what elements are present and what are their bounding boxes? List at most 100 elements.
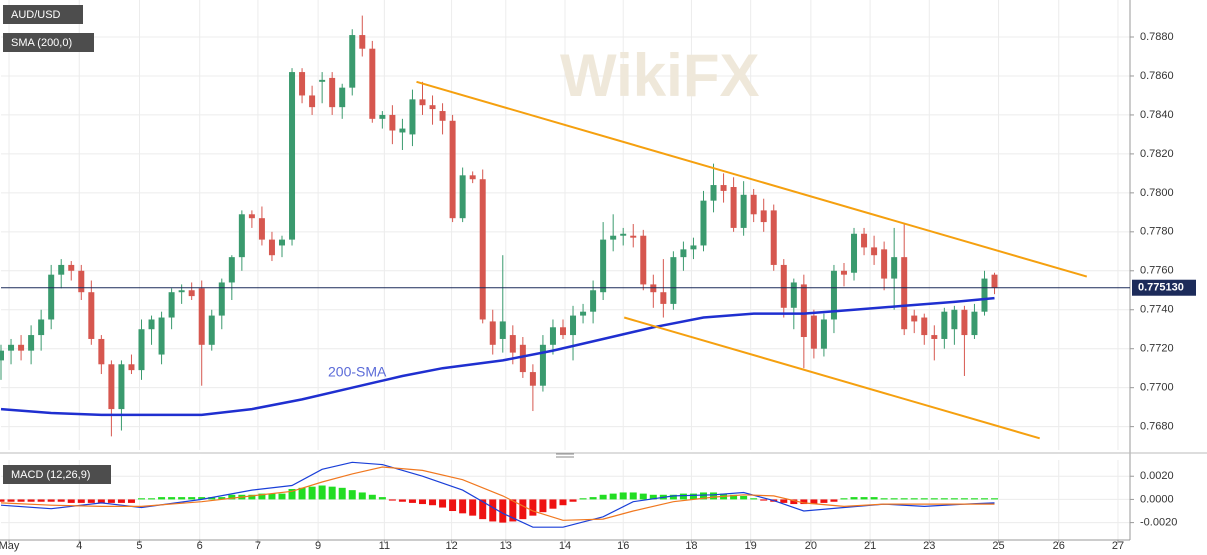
legend-box [3,465,111,484]
histogram-bar [710,492,718,500]
histogram-bar [398,499,406,502]
plot [0,15,1088,528]
candle-body [489,321,496,345]
histogram-bar [268,493,276,500]
candle-body [479,179,486,320]
y-tick-label: 0.0020 [1140,470,1174,482]
histogram-bar [800,499,808,505]
histogram-bar [0,499,5,502]
candle-body [469,175,476,180]
histogram-bar [639,493,647,500]
histogram-bar [178,497,186,500]
x-tick-label: 23 [923,540,935,552]
candle-body [309,95,316,108]
histogram-bar [991,498,999,500]
candle-body [78,270,85,293]
histogram-bar [469,499,477,516]
histogram-bar [479,499,487,520]
candle-body [68,264,75,271]
histogram-bar [408,499,416,503]
x-tick-label: 7 [255,540,261,552]
candle-body [319,79,326,82]
candle-body [88,292,95,339]
histogram-bar [218,497,226,500]
macd-line [0,466,995,521]
candle-body [459,175,466,219]
histogram-bar [900,498,908,500]
histogram-bar [117,499,125,503]
candle-body [760,210,767,223]
sma-line [0,296,995,417]
candle-body [138,329,145,371]
histogram-bar [960,498,968,500]
candle-body [931,335,938,339]
x-tick-label: 25 [992,540,1004,552]
histogram-bar [760,499,768,501]
candle-body [158,317,165,355]
candle-body [971,311,978,336]
histogram-bar [208,497,216,500]
histogram-bar [37,499,45,502]
y-tick-label: 0.7700 [1140,382,1174,394]
histogram-bar [459,499,467,514]
histogram-bar [740,495,748,500]
candle-body [389,114,396,131]
x-tick-label: 26 [1053,540,1065,552]
histogram-bar [258,493,266,500]
candle-body [851,233,858,273]
histogram-bar [348,490,356,500]
histogram-bar [499,499,507,523]
histogram-bar [449,499,457,512]
histogram-bar [559,499,567,506]
histogram-bar [519,499,527,520]
x-tick-label: 18 [685,540,697,552]
candle-body [439,111,446,121]
histogram-bar [920,498,928,500]
candle-body [660,292,667,304]
candle-body [680,249,687,258]
candle-body [118,364,125,410]
histogram-bar [599,494,607,500]
candle-body [951,309,958,330]
last-price-tag [1132,279,1196,296]
candle-body [770,210,777,265]
histogram-bar [649,494,657,500]
histogram-bar [47,499,55,502]
candle-body [991,274,998,288]
legend-box [3,5,83,24]
candle-body [881,249,888,279]
x-tick-label: 6 [197,540,203,552]
panel-title: MACD (12,26,9) [11,469,90,481]
histogram-bar [750,498,758,500]
x-tick-label: 4 [76,540,82,552]
candle-body [349,35,356,88]
candle-body [228,257,235,283]
candle-body [98,338,105,365]
histogram-bar [730,494,738,500]
candle-body [861,233,868,248]
candle-body [419,99,426,106]
histogram-bar [338,487,346,500]
histogram-bar [629,492,637,500]
candle-body [800,284,807,338]
histogram-bar [127,499,135,503]
y-tick-label: 0.0000 [1140,493,1174,505]
candle-body [871,247,878,256]
candle-body [630,235,637,238]
candle-body [299,72,306,96]
y-tick-label: 0.7760 [1140,265,1174,277]
histogram-bar [970,498,978,500]
y-tick-label: 0.7740 [1140,304,1174,316]
candle-body [168,292,175,318]
candle-body [610,235,617,240]
x-tick-label: 20 [805,540,817,552]
x-tick-label: 14 [559,540,571,552]
candle-body [148,319,155,330]
candle-body [58,264,65,275]
y-tick-label: 0.7720 [1140,343,1174,355]
candle-body [289,72,296,240]
histogram-bar [97,499,105,503]
candle-body [570,315,577,336]
